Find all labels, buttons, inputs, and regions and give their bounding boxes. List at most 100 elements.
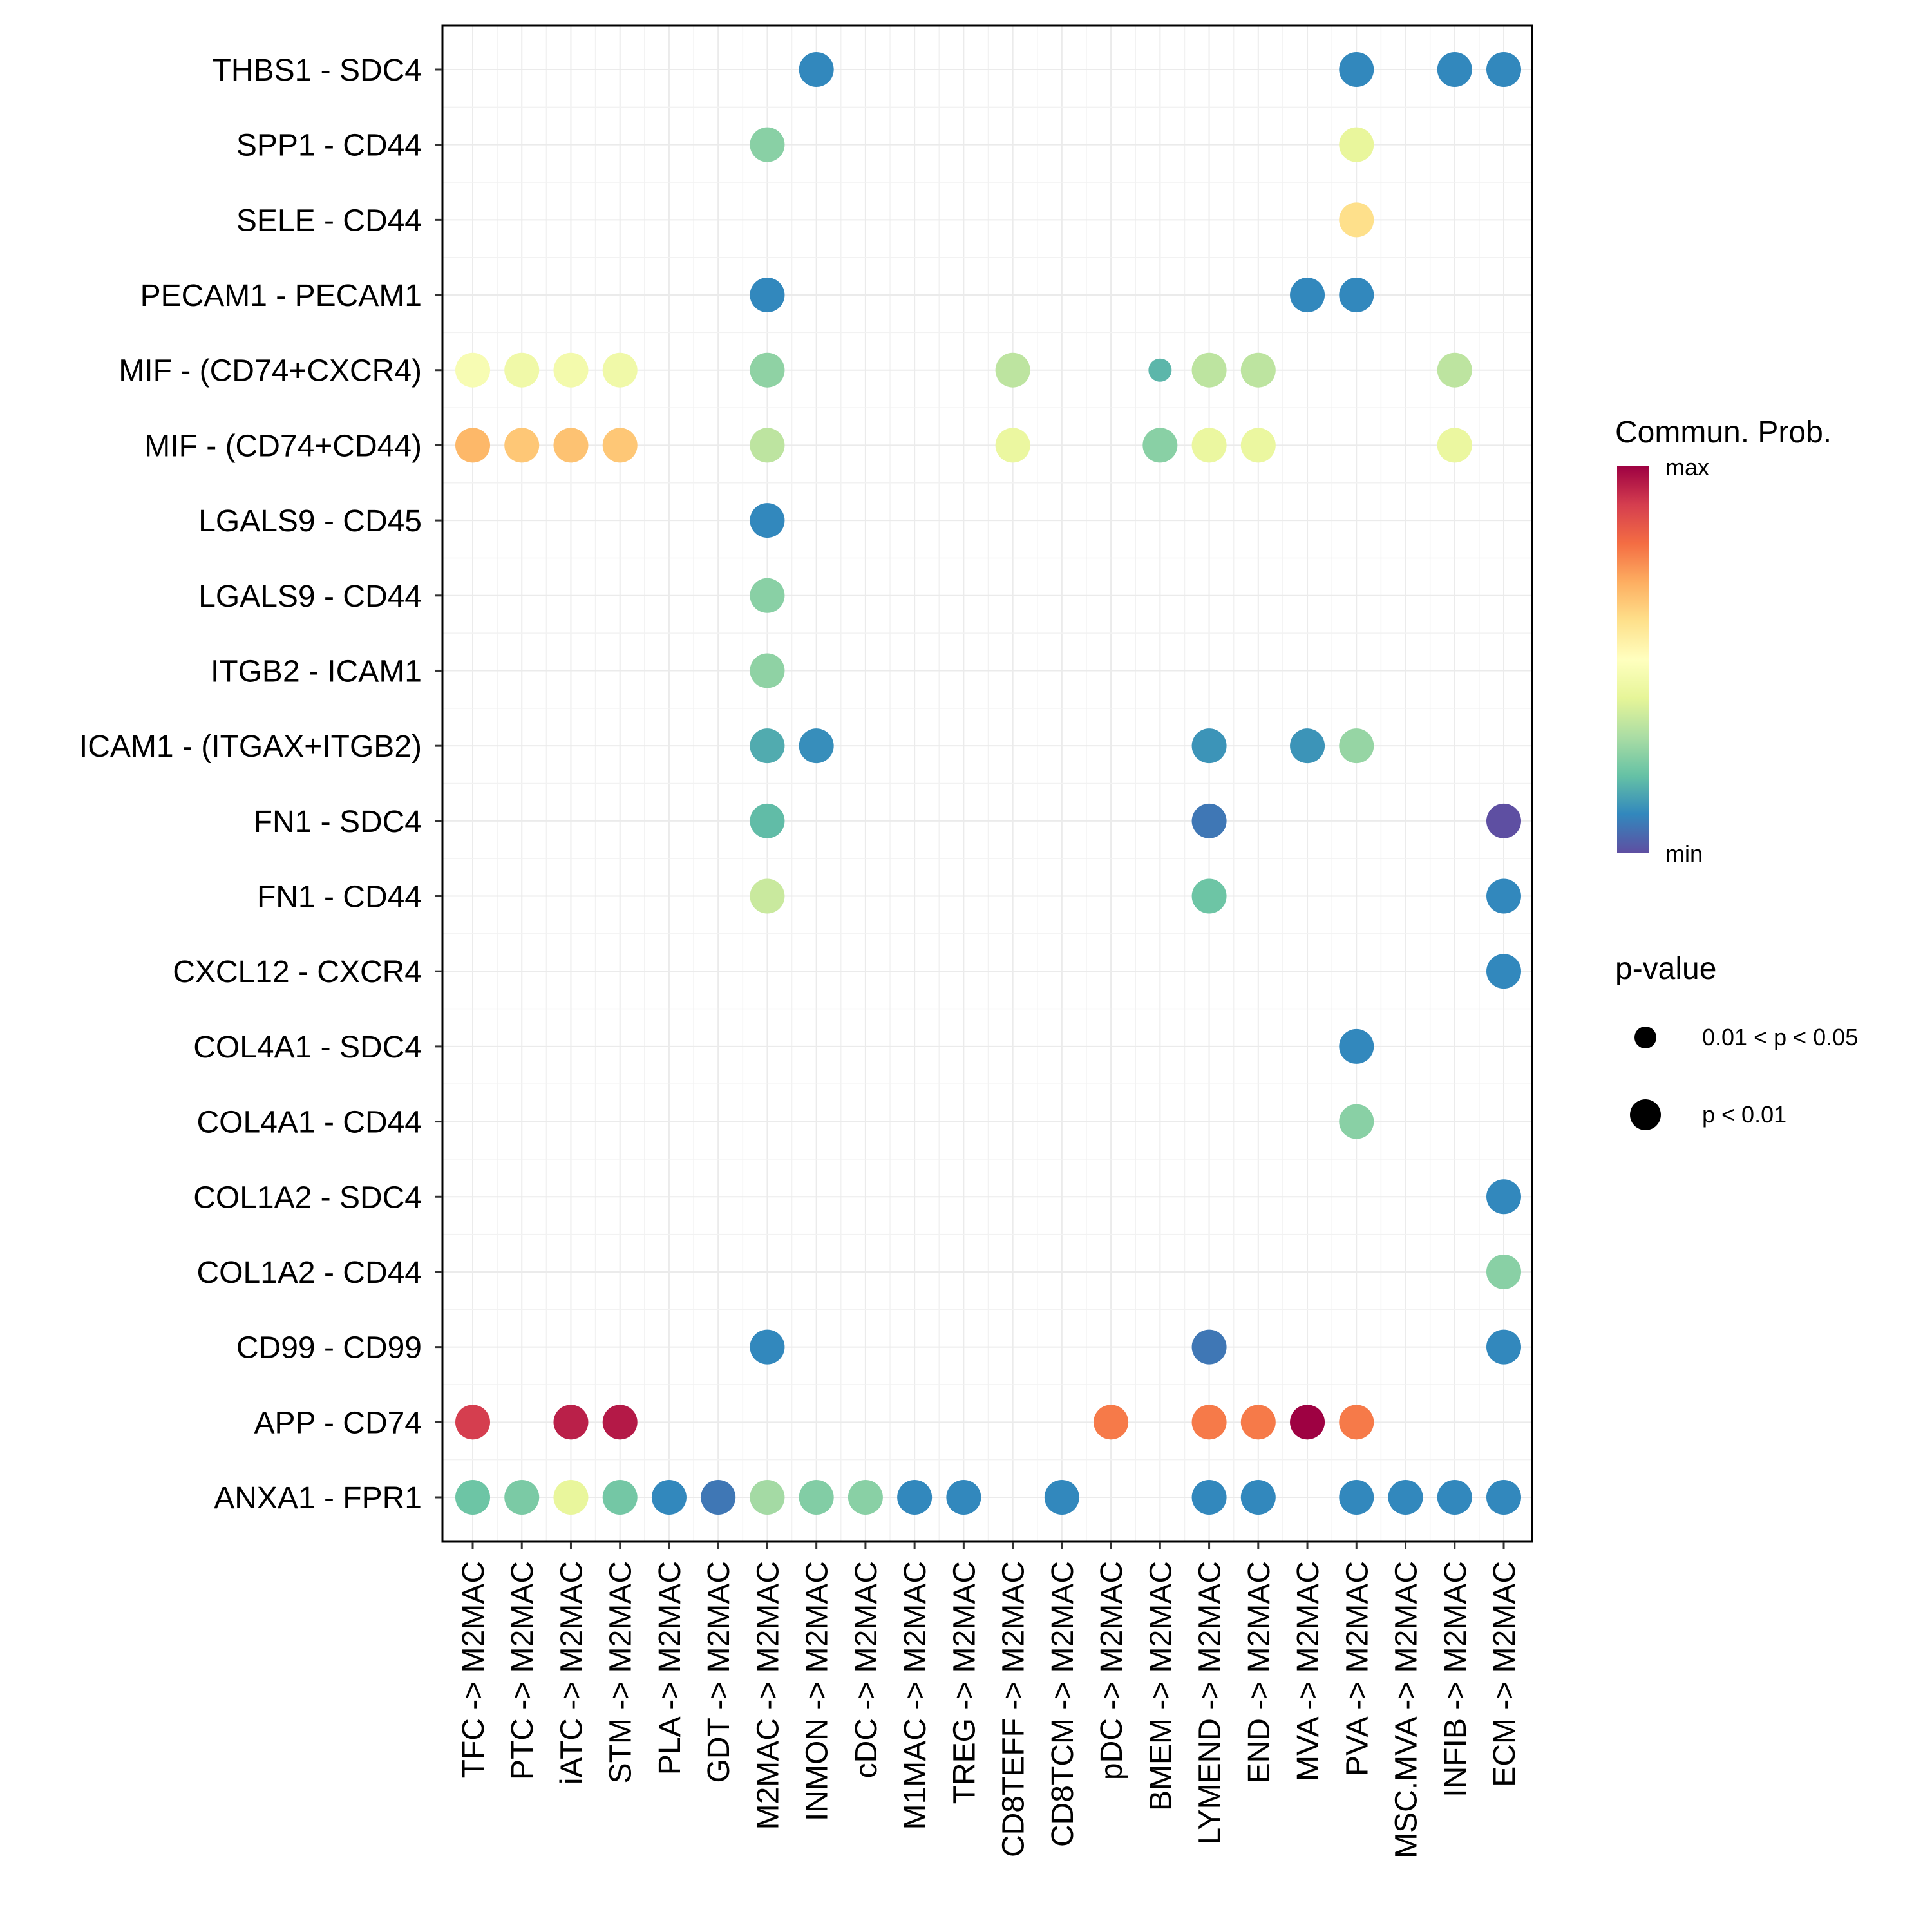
data-point: [1240, 352, 1276, 388]
data-point: [1290, 728, 1325, 764]
data-point: [1486, 878, 1521, 914]
data-point: [799, 52, 834, 87]
y-tick-label: THBS1 - SDC4: [213, 53, 422, 88]
x-tick-label: pDC -> M2MAC: [1095, 1561, 1129, 1780]
data-point: [602, 1405, 638, 1440]
legend-size-small-label: 0.01 < p < 0.05: [1702, 1024, 1858, 1050]
x-tick-label: PLA -> M2MAC: [653, 1561, 687, 1775]
data-point: [750, 428, 785, 463]
data-point: [1339, 52, 1374, 87]
data-point: [1290, 1405, 1325, 1440]
data-point: [1486, 1480, 1521, 1515]
x-tick-label: CD8TEFF -> M2MAC: [997, 1561, 1031, 1857]
data-point: [553, 1405, 589, 1440]
data-point: [602, 428, 638, 463]
data-point: [553, 352, 589, 388]
data-point: [799, 1480, 834, 1515]
data-point: [1339, 1028, 1374, 1064]
data-point: [1486, 1254, 1521, 1289]
data-point: [1486, 1329, 1521, 1365]
data-point: [1388, 1480, 1423, 1515]
x-tick-label: MSC.MVA -> M2MAC: [1390, 1561, 1424, 1859]
legend-color-title: Commun. Prob.: [1615, 415, 1832, 450]
data-point: [1191, 1480, 1227, 1515]
data-point: [799, 728, 834, 764]
data-point: [1191, 428, 1227, 463]
y-tick-label: LGALS9 - CD44: [198, 580, 422, 614]
legend-size-small-dot: [1634, 1027, 1656, 1048]
legend-size-title: p-value: [1615, 952, 1716, 986]
data-point: [750, 803, 785, 838]
y-tick-label: APP - CD74: [254, 1406, 422, 1440]
x-tick-label: M1MAC -> M2MAC: [898, 1561, 933, 1830]
grid-lines: [442, 26, 1532, 1542]
data-point: [602, 352, 638, 388]
x-axis: TFC -> M2MAC PTC -> M2MAC iATC -> M2MAC STM…: [457, 1542, 1522, 1859]
plot-panel-border: [441, 24, 1533, 1543]
x-tick-label: TFC -> M2MAC: [457, 1561, 491, 1778]
data-point: [1191, 878, 1227, 914]
y-tick-label: PECAM1 - PECAM1: [140, 279, 422, 313]
data-point: [553, 1480, 589, 1515]
data-point: [1191, 352, 1227, 388]
y-tick-label: COL1A2 - SDC4: [193, 1180, 422, 1215]
legend-size: p-value 0.01 < p < 0.05 p < 0.01: [1615, 952, 1858, 1130]
data-point: [455, 352, 490, 388]
legend-colorbar: [1617, 466, 1649, 853]
y-tick-label: COL4A1 - SDC4: [193, 1030, 422, 1065]
x-tick-label: ECM -> M2MAC: [1488, 1561, 1522, 1787]
y-tick-label: FN1 - CD44: [257, 880, 422, 914]
data-point: [1148, 358, 1172, 382]
data-point: [1094, 1405, 1129, 1440]
y-tick-label: LGALS9 - CD45: [198, 504, 422, 538]
data-point: [1191, 1405, 1227, 1440]
legend-size-large-dot: [1630, 1099, 1661, 1130]
data-point: [1240, 1405, 1276, 1440]
data-point: [897, 1480, 933, 1515]
data-point: [504, 1480, 540, 1515]
legend-color: Commun. Prob. max min: [1615, 415, 1832, 867]
y-tick-label: MIF - (CD74+CD44): [144, 429, 422, 463]
x-tick-label: INFIB -> M2MAC: [1439, 1561, 1473, 1797]
data-point: [1339, 127, 1374, 162]
data-point: [1437, 352, 1472, 388]
x-tick-label: PTC -> M2MAC: [506, 1561, 540, 1780]
data-point: [1339, 1104, 1374, 1139]
x-tick-label: TREG -> M2MAC: [947, 1561, 981, 1804]
data-point: [1240, 1480, 1276, 1515]
x-tick-label: INMON -> M2MAC: [800, 1561, 835, 1821]
data-point: [455, 428, 490, 463]
data-points: [455, 52, 1521, 1515]
data-point: [750, 1480, 785, 1515]
data-point: [1339, 278, 1374, 313]
data-point: [1142, 428, 1178, 463]
legend-color-max-label: max: [1665, 454, 1709, 480]
data-point: [946, 1480, 981, 1515]
data-point: [1339, 728, 1374, 764]
y-tick-label: CXCL12 - CXCR4: [173, 955, 422, 989]
data-point: [750, 278, 785, 313]
legend-size-large-label: p < 0.01: [1702, 1101, 1786, 1128]
y-tick-label: CD99 - CD99: [236, 1331, 422, 1365]
x-tick-label: MVA -> M2MAC: [1291, 1561, 1325, 1781]
y-tick-label: COL4A1 - CD44: [197, 1106, 422, 1140]
x-tick-label: iATC -> M2MAC: [554, 1561, 589, 1785]
y-tick-label: SPP1 - CD44: [236, 129, 422, 163]
data-point: [602, 1480, 638, 1515]
x-tick-label: LYMEND -> M2MAC: [1193, 1561, 1227, 1845]
data-point: [1339, 202, 1374, 238]
data-point: [701, 1480, 736, 1515]
data-point: [1044, 1480, 1079, 1515]
data-point: [1486, 803, 1521, 838]
y-tick-label: ICAM1 - (ITGAX+ITGB2): [79, 730, 422, 764]
data-point: [1486, 1179, 1521, 1215]
legend-color-min-label: min: [1665, 840, 1703, 867]
data-point: [1339, 1480, 1374, 1515]
data-point: [995, 428, 1030, 463]
data-point: [750, 653, 785, 688]
data-point: [455, 1480, 490, 1515]
data-point: [750, 878, 785, 914]
data-point: [504, 428, 540, 463]
data-point: [1437, 52, 1472, 87]
data-point: [1437, 1480, 1472, 1515]
